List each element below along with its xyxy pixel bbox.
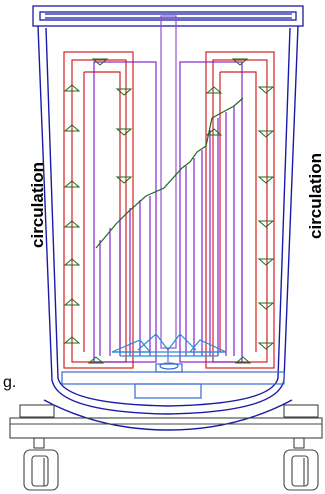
triangle-arrow-icon <box>87 356 105 364</box>
caster-right <box>283 437 319 491</box>
right-circulation-text: circulation <box>306 153 325 239</box>
triangle-arrow-icon <box>234 356 252 364</box>
heat-exchange-fins <box>93 61 243 363</box>
left-circulation-loop <box>63 51 134 369</box>
triangle-arrow-icon <box>257 302 275 310</box>
flow-arrows <box>63 58 275 364</box>
triangle-arrow-icon <box>115 176 133 184</box>
triangle-arrow-icon <box>63 84 81 92</box>
caster-left <box>23 437 59 491</box>
triangle-arrow-icon <box>63 220 81 228</box>
triangle-arrow-icon <box>257 86 275 94</box>
triangle-arrow-icon <box>63 336 81 344</box>
left-circulation-text: circulation <box>28 162 47 248</box>
vessel-body <box>37 25 299 431</box>
chassis <box>9 404 323 439</box>
triangle-arrow-icon <box>257 220 275 228</box>
central-shaft <box>160 15 177 362</box>
cropped-label-fragment: g. <box>3 374 17 391</box>
triangle-arrow-icon <box>63 180 81 188</box>
triangle-arrow-icon <box>257 130 275 138</box>
triangle-arrow-icon <box>257 342 275 350</box>
triangle-arrow-icon <box>205 86 223 94</box>
fin-frame <box>93 61 157 363</box>
triangle-arrow-icon <box>257 258 275 266</box>
triangle-arrow-icon <box>231 58 249 66</box>
vessel-lid <box>32 5 304 27</box>
level-profile-line <box>95 97 244 249</box>
triangle-arrow-icon <box>63 124 81 132</box>
triangle-arrow-icon <box>63 298 81 306</box>
fin-frame <box>179 61 243 363</box>
impeller <box>111 333 227 357</box>
triangle-arrow-icon <box>205 128 223 136</box>
triangle-arrow-icon <box>115 128 133 136</box>
base-stage <box>61 362 285 399</box>
triangle-arrow-icon <box>91 58 109 66</box>
triangle-arrow-icon <box>257 176 275 184</box>
triangle-arrow-icon <box>115 88 133 96</box>
triangle-arrow-icon <box>63 258 81 266</box>
right-circulation-loop <box>205 51 275 369</box>
